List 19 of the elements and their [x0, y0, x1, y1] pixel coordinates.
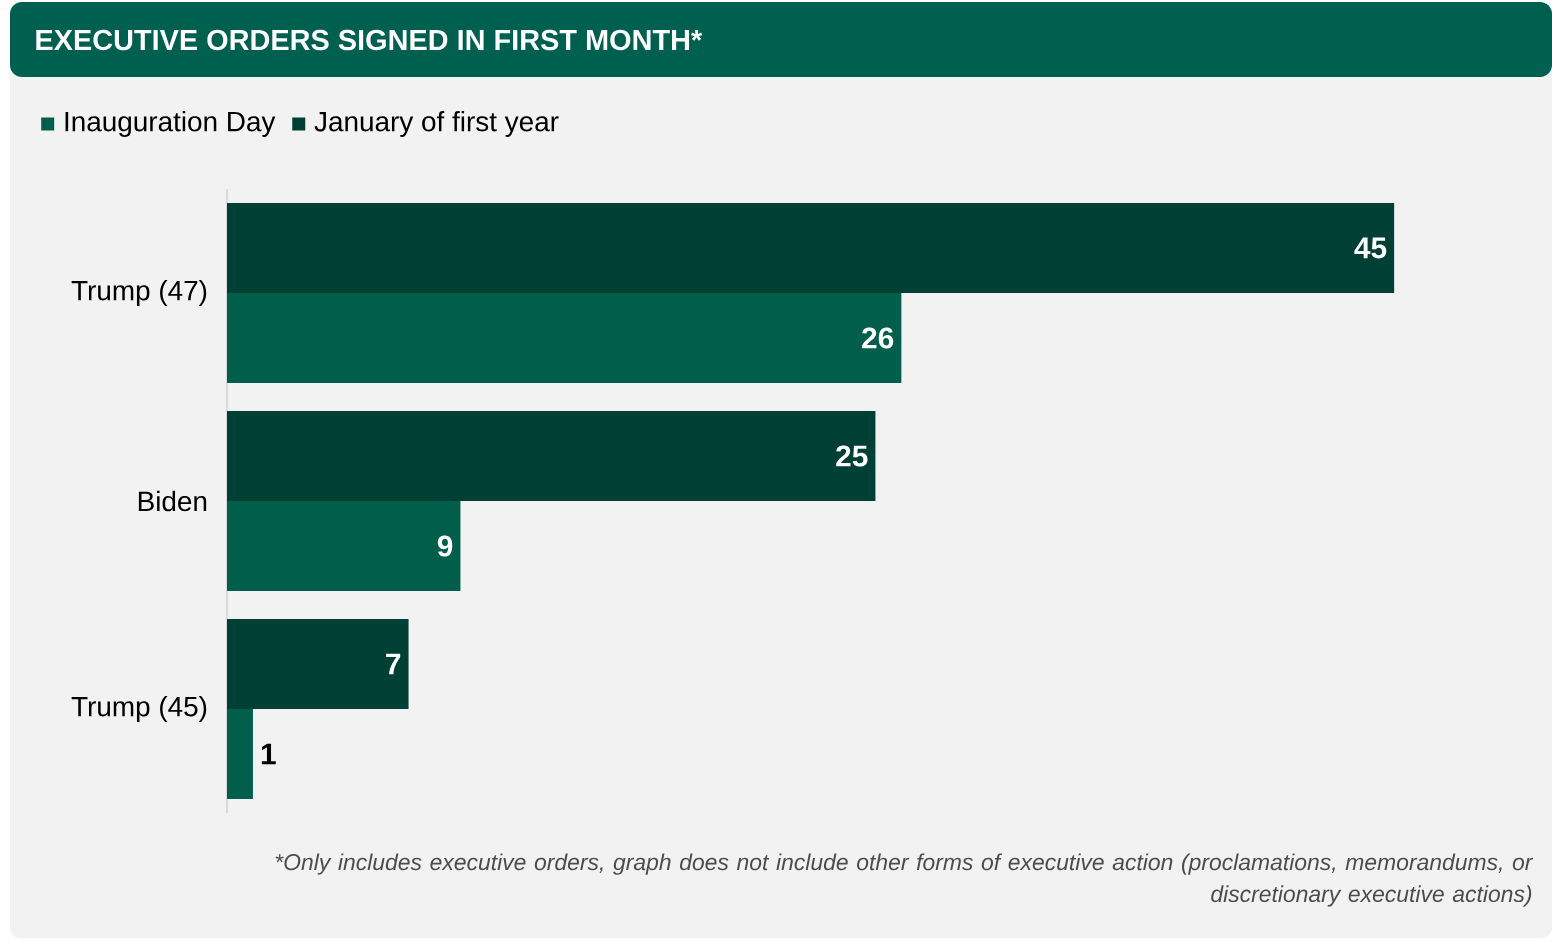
data-label: 26 [862, 327, 894, 349]
legend-label: Inauguration Day [65, 110, 276, 137]
text: *Only includes executive orders, graph does not include other forms of executive action (proclamations, memorandums, or discretionary executive actions) [275, 853, 1534, 907]
data-label: 25 [836, 445, 868, 467]
legend-label: January of first year [314, 110, 559, 137]
bar [227, 202, 1395, 293]
y-tick-label: Biden [138, 490, 207, 512]
y-tick-label: Trump (47) [71, 279, 207, 306]
data-label: 7 [386, 653, 401, 675]
bar [227, 709, 253, 800]
bar [227, 410, 876, 501]
chart-title: EXECUTIVE ORDERS SIGNED IN FIRST MONTH* [36, 29, 703, 51]
bar [227, 619, 409, 710]
data-label: 9 [437, 535, 453, 557]
bar [227, 292, 902, 383]
y-tick-label: Trump (45) [71, 696, 207, 722]
data-label: 1 [261, 743, 276, 765]
data-label: 45 [1354, 237, 1387, 259]
bar [227, 501, 461, 591]
